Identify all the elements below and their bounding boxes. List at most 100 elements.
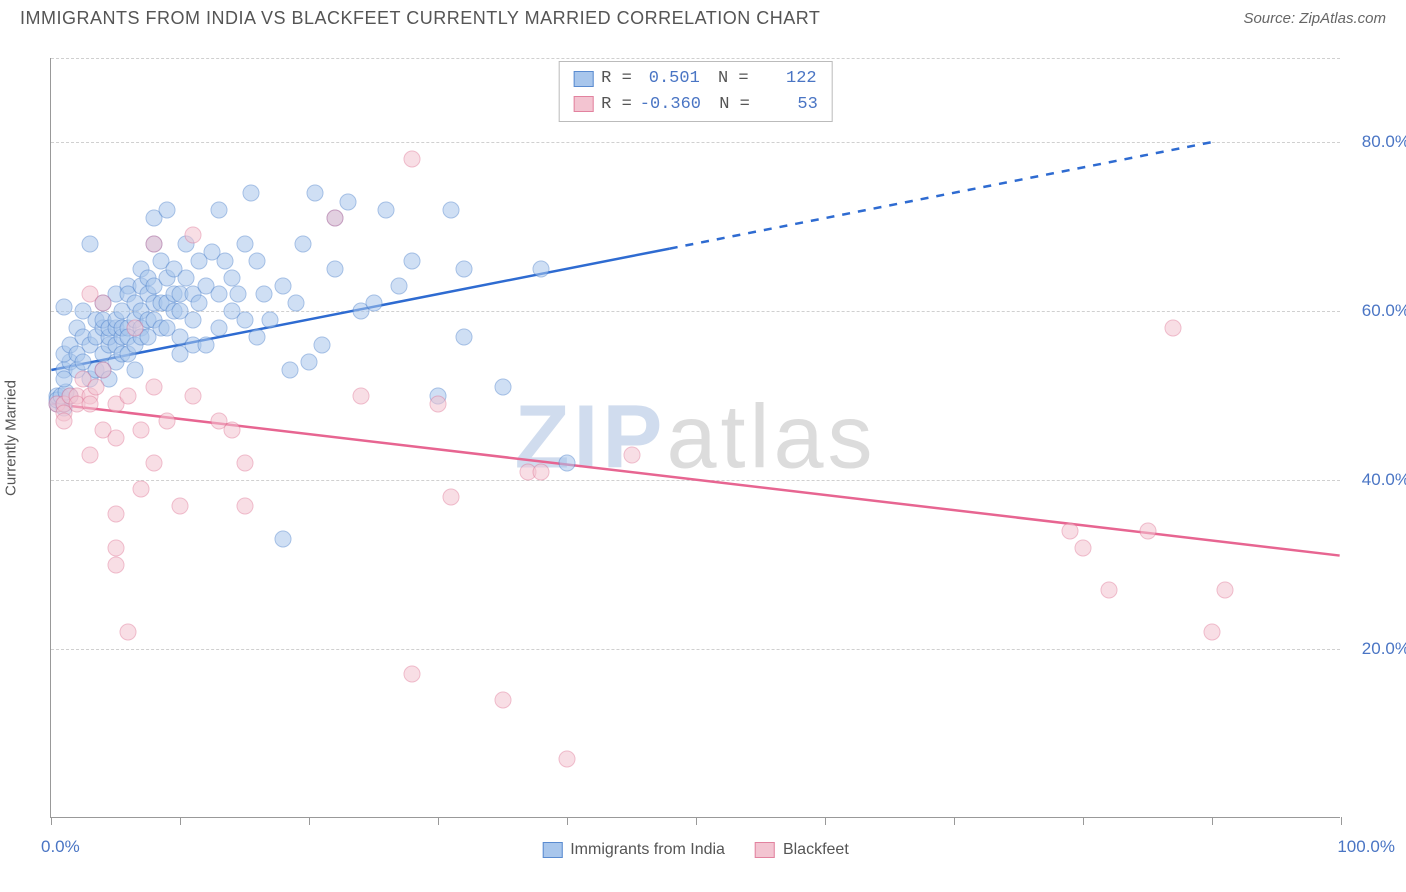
data-point bbox=[1204, 624, 1221, 641]
legend-n-label: N = bbox=[708, 66, 749, 92]
data-point bbox=[294, 235, 311, 252]
chart-header: IMMIGRANTS FROM INDIA VS BLACKFEET CURRE… bbox=[0, 0, 1406, 33]
data-point bbox=[159, 413, 176, 430]
y-tick-label: 60.0% bbox=[1362, 301, 1406, 321]
data-point bbox=[94, 362, 111, 379]
data-point bbox=[494, 691, 511, 708]
data-point bbox=[301, 354, 318, 371]
x-tick bbox=[51, 817, 52, 825]
data-point bbox=[107, 539, 124, 556]
data-point bbox=[242, 185, 259, 202]
data-point bbox=[339, 193, 356, 210]
data-point bbox=[288, 294, 305, 311]
data-point bbox=[126, 362, 143, 379]
data-point bbox=[533, 261, 550, 278]
y-tick-label: 20.0% bbox=[1362, 639, 1406, 659]
trend-lines bbox=[51, 58, 1340, 817]
legend-swatch bbox=[755, 842, 775, 858]
legend-row: R = -0.360 N = 53 bbox=[573, 92, 818, 118]
data-point bbox=[404, 252, 421, 269]
data-point bbox=[146, 379, 163, 396]
legend-swatch bbox=[573, 96, 593, 112]
legend-n-value: 122 bbox=[757, 66, 817, 92]
data-point bbox=[442, 202, 459, 219]
legend-r-value: -0.360 bbox=[640, 92, 701, 118]
data-point bbox=[107, 506, 124, 523]
data-point bbox=[326, 261, 343, 278]
data-point bbox=[184, 227, 201, 244]
x-tick bbox=[180, 817, 181, 825]
data-point bbox=[210, 202, 227, 219]
x-tick-label-right: 100.0% bbox=[1337, 837, 1395, 857]
data-point bbox=[197, 337, 214, 354]
legend-item: Immigrants from India bbox=[542, 841, 725, 859]
chart-source: Source: ZipAtlas.com bbox=[1243, 10, 1386, 27]
data-point bbox=[404, 666, 421, 683]
data-point bbox=[184, 311, 201, 328]
data-point bbox=[107, 430, 124, 447]
data-point bbox=[88, 379, 105, 396]
legend-row: R =0.501 N =122 bbox=[573, 66, 818, 92]
data-point bbox=[223, 421, 240, 438]
data-point bbox=[1216, 582, 1233, 599]
data-point bbox=[1075, 539, 1092, 556]
data-point bbox=[559, 455, 576, 472]
legend-label: Immigrants from India bbox=[570, 841, 725, 859]
data-point bbox=[236, 235, 253, 252]
data-point bbox=[133, 480, 150, 497]
data-point bbox=[249, 252, 266, 269]
data-point bbox=[378, 202, 395, 219]
data-point bbox=[55, 413, 72, 430]
x-tick bbox=[567, 817, 568, 825]
data-point bbox=[210, 320, 227, 337]
x-tick bbox=[1083, 817, 1084, 825]
data-point bbox=[81, 396, 98, 413]
legend-n-value: 53 bbox=[758, 92, 818, 118]
data-point bbox=[191, 294, 208, 311]
data-point bbox=[455, 261, 472, 278]
data-point bbox=[1062, 522, 1079, 539]
data-point bbox=[230, 286, 247, 303]
data-point bbox=[352, 387, 369, 404]
data-point bbox=[307, 185, 324, 202]
data-point bbox=[81, 446, 98, 463]
data-point bbox=[262, 311, 279, 328]
x-tick bbox=[309, 817, 310, 825]
watermark: ZIPatlas bbox=[514, 386, 876, 489]
data-point bbox=[275, 278, 292, 295]
legend-r-label: R = bbox=[601, 92, 632, 118]
scatter-chart: Currently Married ZIPatlas 20.0%40.0%60.… bbox=[50, 58, 1340, 818]
legend-item: Blackfeet bbox=[755, 841, 849, 859]
data-point bbox=[236, 311, 253, 328]
data-point bbox=[494, 379, 511, 396]
y-tick-label: 40.0% bbox=[1362, 470, 1406, 490]
legend-label: Blackfeet bbox=[783, 841, 849, 859]
x-tick bbox=[438, 817, 439, 825]
trendline-extrapolated bbox=[670, 142, 1211, 248]
data-point bbox=[236, 497, 253, 514]
data-point bbox=[133, 421, 150, 438]
data-point bbox=[442, 489, 459, 506]
data-point bbox=[623, 446, 640, 463]
data-point bbox=[1100, 582, 1117, 599]
data-point bbox=[146, 455, 163, 472]
data-point bbox=[81, 235, 98, 252]
data-point bbox=[1165, 320, 1182, 337]
gridline bbox=[51, 142, 1340, 143]
x-tick bbox=[954, 817, 955, 825]
legend-r-label: R = bbox=[601, 66, 632, 92]
data-point bbox=[326, 210, 343, 227]
x-tick bbox=[1341, 817, 1342, 825]
data-point bbox=[236, 455, 253, 472]
data-point bbox=[455, 328, 472, 345]
legend-n-label: N = bbox=[709, 92, 750, 118]
data-point bbox=[159, 202, 176, 219]
data-point bbox=[210, 286, 227, 303]
gridline bbox=[51, 58, 1340, 59]
data-point bbox=[275, 531, 292, 548]
data-point bbox=[120, 387, 137, 404]
data-point bbox=[365, 294, 382, 311]
data-point bbox=[184, 387, 201, 404]
gridline bbox=[51, 649, 1340, 650]
data-point bbox=[172, 497, 189, 514]
